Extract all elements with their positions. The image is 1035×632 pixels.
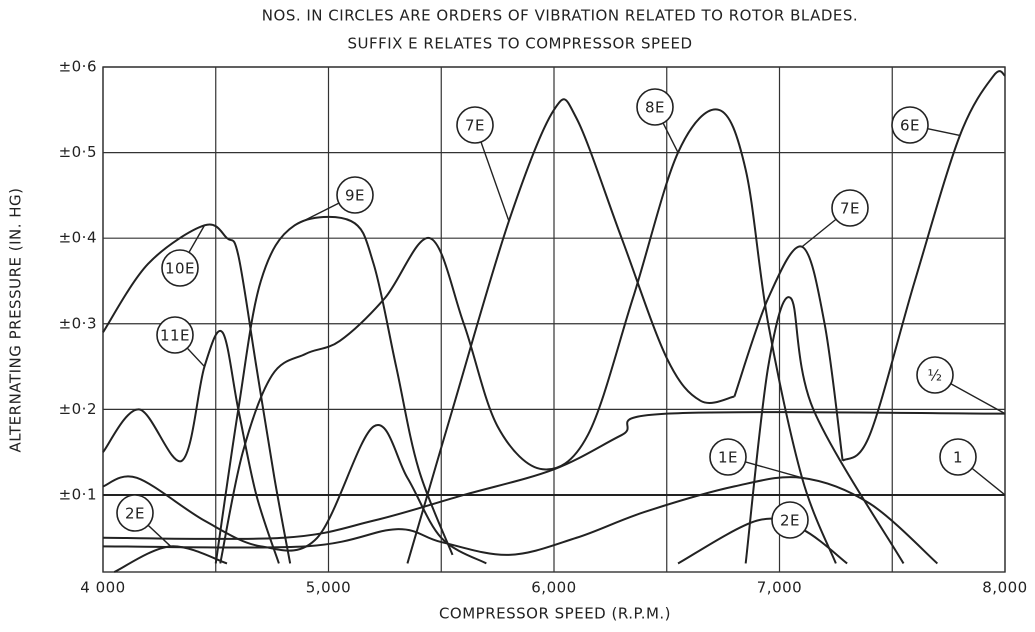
curve-label: 11E xyxy=(160,327,190,345)
chart-title: NOS. IN CIRCLES ARE ORDERS OF VIBRATION … xyxy=(262,7,858,25)
curve-label: 7E xyxy=(465,117,485,135)
curve-label: 9E xyxy=(345,187,365,205)
label-circle xyxy=(709,438,747,476)
curve xyxy=(733,245,844,461)
curve xyxy=(677,517,848,565)
y-tick-label: ±0·4 xyxy=(59,229,97,247)
label-circle xyxy=(939,438,977,476)
label-circle xyxy=(636,88,674,126)
y-tick-label: ±0·1 xyxy=(59,485,97,503)
curve-label: 2E xyxy=(780,512,800,530)
curve-label: 6E xyxy=(900,117,920,135)
chart-subtitle: SUFFIX E RELATES TO COMPRESSOR SPEED xyxy=(347,35,692,53)
label-circle xyxy=(916,356,954,394)
curve xyxy=(406,98,735,564)
x-tick-label: 7,000 xyxy=(757,579,802,597)
x-tick-label: 5,000 xyxy=(306,579,351,597)
curve xyxy=(113,545,228,573)
curve-label: 8E xyxy=(645,99,665,117)
y-tick-label: ±0·3 xyxy=(59,314,97,332)
y-axis-label: ALTERNATING PRESSURE (IN. HG) xyxy=(7,187,25,452)
label-circle xyxy=(831,189,869,227)
curve xyxy=(841,70,1006,462)
label-circle xyxy=(336,176,374,214)
curve xyxy=(744,296,905,564)
x-tick-label: 8,000 xyxy=(982,579,1027,597)
x-axis-label: COMPRESSOR SPEED (R.P.M.) xyxy=(439,605,671,623)
label-circle xyxy=(116,494,154,532)
label-circle xyxy=(891,106,929,144)
x-tick-label: 6,000 xyxy=(531,579,576,597)
label-circle xyxy=(156,316,194,354)
x-tick-label: 4 000 xyxy=(80,579,125,597)
curve xyxy=(102,424,487,565)
y-tick-label: ±0·2 xyxy=(59,400,97,418)
curve-label: ½ xyxy=(927,367,942,385)
label-circle xyxy=(161,249,199,287)
curve-label: 7E xyxy=(840,200,860,218)
y-tick-label: ±0·6 xyxy=(59,58,97,76)
curve xyxy=(102,223,292,564)
curve xyxy=(102,411,1006,541)
curve-label: 1 xyxy=(953,449,963,467)
curve-label: 1E xyxy=(718,449,738,467)
curve-label: 10E xyxy=(165,260,195,278)
label-circle xyxy=(771,501,809,539)
y-tick-label: ±0·5 xyxy=(59,143,97,161)
curve xyxy=(102,476,939,565)
curve xyxy=(214,215,454,564)
curve xyxy=(219,108,837,564)
curve-label: 2E xyxy=(125,505,145,523)
label-circle xyxy=(456,106,494,144)
curve xyxy=(102,329,280,564)
